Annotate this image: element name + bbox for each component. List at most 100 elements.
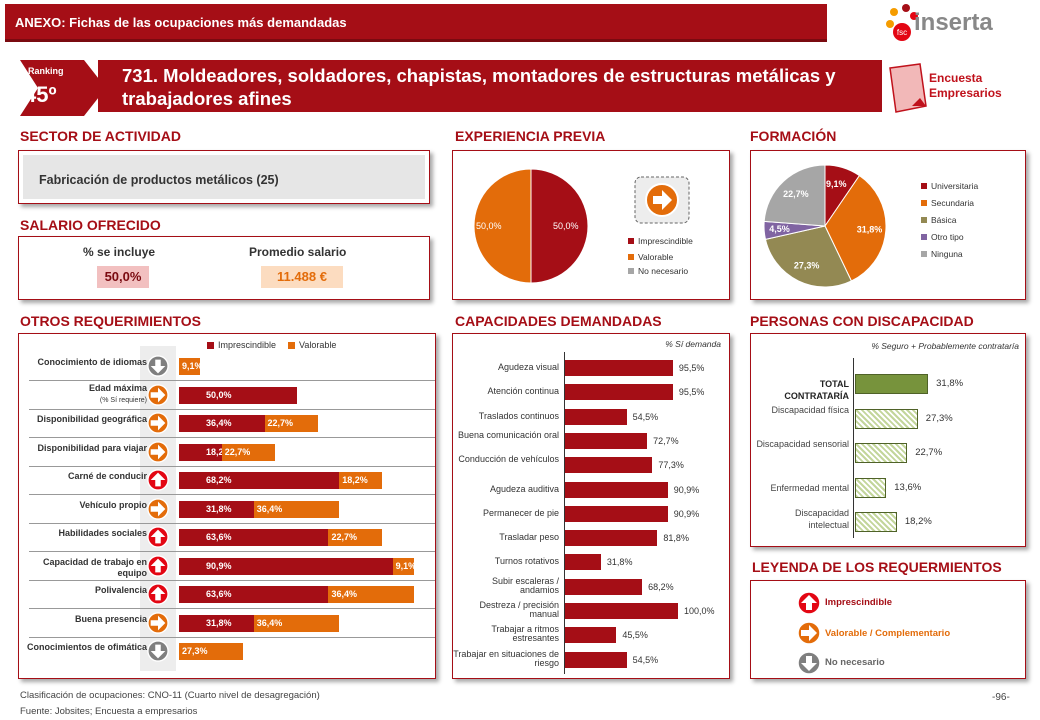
- capacity-bar-subir-escaleras-andamios: [565, 578, 643, 595]
- row-divider: [29, 608, 435, 609]
- pie-label-basica: 27,3%: [794, 261, 820, 271]
- bar-valuable-conocimientos-de-ofimatica: 27,3%: [179, 643, 244, 660]
- row-divider: [29, 579, 435, 581]
- capacity-label-traslados-continuos: Traslados continuos: [478, 410, 559, 421]
- requirement-label-edad-maxima: Edad máxima (% Sí requiere): [19, 383, 147, 406]
- capacity-value-trasladar-peso: 81,8%: [663, 533, 689, 544]
- arrow-right-icon: [147, 383, 169, 406]
- requirement-label-text: Conocimientos de ofimática: [26, 642, 147, 652]
- capacity-value-turnos-rotativos: 31,8%: [606, 557, 633, 568]
- disability-value-total-contrataria: 31,8%: [936, 378, 964, 389]
- salary-pct-header: % se incluye: [83, 245, 156, 259]
- pie-slice-imprescindible: [530, 168, 589, 284]
- sector-title: SECTOR DE ACTIVIDAD: [20, 128, 182, 144]
- pie-label-imprescindible: 50,0%: [553, 221, 579, 231]
- legend-label-ninguna: Ninguna: [931, 249, 963, 259]
- capacity-bar-traslados-continuos: [565, 408, 627, 425]
- requirement-label-disponibilidad-geografica: Disponibilidad geográfica: [19, 414, 147, 425]
- requirement-label-conocimiento-de-idiomas: Conocimiento de idiomas: [19, 357, 147, 368]
- annex-banner: ANEXO: Fichas de las ocupaciones más dem…: [5, 4, 827, 42]
- page-number: -96-: [992, 692, 1010, 703]
- pie-slice-valorable: [473, 168, 532, 284]
- row-divider: [29, 408, 435, 410]
- row-divider: [29, 380, 435, 381]
- training-title: FORMACIÓN: [750, 128, 837, 144]
- requirement-label-text: Conocimiento de idiomas: [37, 357, 147, 367]
- capacity-value-conduccion-de-vehiculos: 77,3%: [658, 460, 684, 471]
- disability-label-total-contrataria: TOTAL CONTRATARÍA: [784, 379, 849, 401]
- capacity-bar-trabajar-en-situaciones-de-riesgo: [565, 651, 627, 668]
- capacity-bar-trasladar-peso: [565, 530, 658, 547]
- bar-valuable-vehiculo-propio: 36,4%: [253, 500, 340, 518]
- legend-swatch-secundaria: [921, 200, 927, 206]
- capacity-value-agudeza-visual: 95,5%: [678, 363, 705, 373]
- bar-valuable-carne-de-conducir: 18,2%: [339, 472, 383, 489]
- capacity-value-buena-comunicacion-oral: 72,7%: [653, 435, 679, 446]
- salary-panel: % se incluye Promedio salario 50,0% 11.4…: [18, 236, 430, 300]
- sector-text: Fabricación de productos metálicos (25): [39, 173, 279, 187]
- capacity-bar-atencion-continua: [565, 384, 673, 401]
- ranking-value: 45º: [24, 82, 57, 107]
- bar-valuable-buena-presencia: 36,4%: [253, 614, 340, 632]
- requirement-label-habilidades-sociales: Habilidades sociales: [19, 528, 147, 539]
- capacity-label-conduccion-de-vehiculos: Conducción de vehículos: [458, 454, 559, 465]
- survey-line1: Encuesta: [929, 71, 983, 85]
- requirement-label-buena-presencia: Buena presencia: [19, 614, 147, 625]
- capacity-bar-permanecer-de-pie: [565, 505, 668, 522]
- footer-classification: Clasificación de ocupaciones: CNO-11 (Cu…: [20, 690, 320, 701]
- capacity-value-agudeza-auditiva: 90,9%: [673, 484, 700, 495]
- bar-essential-polivalencia: 63,6%: [179, 586, 329, 603]
- other-requirements-panel: Imprescindible Valorable Conocimiento de…: [18, 333, 436, 679]
- requirement-label-carne-de-conducir: Carné de conducir: [19, 471, 147, 482]
- requirement-label-text: Vehículo propio: [79, 499, 147, 510]
- survey-icon: [889, 63, 927, 113]
- experience-panel: 50,0% 50,0% Imprescindible Valorable No …: [452, 150, 730, 300]
- requirement-label-text: Capacidad de trabajo en equipo: [42, 556, 147, 578]
- bar-essential-carne-de-conducir: 68,2%: [179, 472, 340, 489]
- legend-label-universitaria: Universitaria: [931, 181, 979, 191]
- capacity-label-destreza-precision-manual: Destreza / precisión manual: [479, 600, 559, 619]
- legend-valuable-label: Valorable: [299, 340, 337, 350]
- requirement-label-text: Disponibilidad geográfica: [36, 414, 147, 424]
- sector-box: Fabricación de productos metálicos (25): [23, 155, 425, 199]
- legend-not-needed-text: No necesario: [825, 657, 885, 668]
- disability-title: PERSONAS CON DISCAPACIDAD: [750, 313, 974, 329]
- pie-label-secundaria: 31,8%: [857, 224, 883, 234]
- capacity-value-subir-escaleras-andamios: 68,2%: [648, 581, 674, 592]
- experience-title: EXPERIENCIA PREVIA: [455, 128, 606, 144]
- disability-bar-discapacidad-sensorial: [855, 443, 908, 463]
- arrow-right-icon: [147, 497, 169, 520]
- bar-valuable-disponibilidad-para-viajar: 22,7%: [221, 443, 276, 461]
- capacity-label-atencion-continua: Atención continua: [487, 386, 559, 397]
- disability-value-discapacidad-fisica: 27,3%: [925, 412, 953, 424]
- legend-essential: Imprescindible: [207, 340, 276, 350]
- inserta-logo: fsc inserta: [886, 4, 993, 41]
- pie-label-ninguna: 22,7%: [783, 189, 809, 199]
- logo-small-text: fsc: [897, 28, 907, 37]
- disability-axis: [853, 358, 854, 538]
- legend-essential-label: Imprescindible: [218, 340, 277, 350]
- legend-label-basica: Básica: [931, 215, 957, 225]
- ranking-label: Ranking: [28, 66, 64, 76]
- disability-bar-total-contrataria: [855, 374, 929, 394]
- capacity-value-destreza-precision-manual: 100,0%: [684, 606, 715, 616]
- bar-valuable-conocimiento-de-idiomas: 9,1%: [179, 358, 201, 375]
- legend-title: LEYENDA DE LOS REQUERMIENTOS: [752, 559, 1002, 575]
- capacity-bar-agudeza-auditiva: [565, 481, 668, 498]
- exp-legend-1: Imprescindible: [638, 236, 693, 246]
- pie-label-universitaria: 9,1%: [826, 179, 847, 189]
- bar-valuable-polivalencia: 36,4%: [328, 586, 414, 603]
- disability-panel: % Seguro + Probablemente contrataría TOT…: [750, 333, 1026, 547]
- row-divider: [29, 465, 435, 467]
- salary-pct-value: 50,0%: [97, 266, 149, 288]
- arrow-down-icon: [797, 651, 821, 675]
- legend-essential-text: Imprescindible: [825, 597, 893, 608]
- legend-valuable-text: Valorable / Complementario: [825, 628, 951, 639]
- requirement-label-conocimientos-de-ofimatica: Conocimientos de ofimática: [19, 642, 147, 653]
- disability-subtitle: % Seguro + Probablemente contrataría: [871, 341, 1019, 351]
- capacity-value-trabajar-a-ritmos-estresantes: 45,5%: [622, 630, 648, 641]
- exp-legend-2: Valorable: [638, 252, 674, 262]
- arrow-down-icon: [147, 355, 169, 377]
- capacity-value-atencion-continua: 95,5%: [678, 387, 705, 398]
- row-divider: [29, 437, 435, 438]
